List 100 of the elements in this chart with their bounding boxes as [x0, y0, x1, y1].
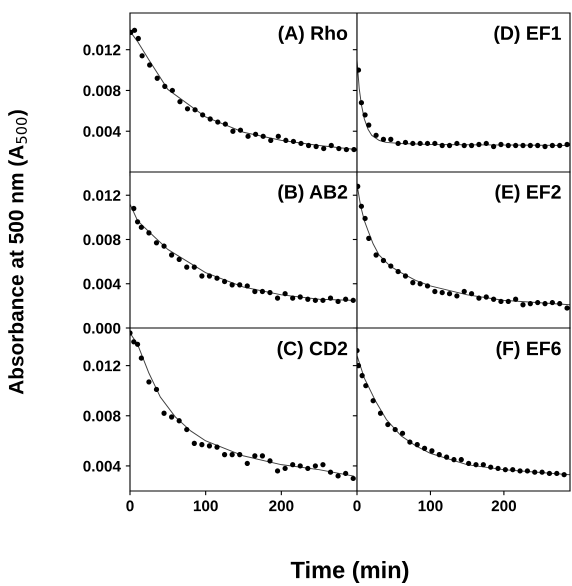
point — [564, 142, 570, 148]
point — [230, 282, 235, 288]
point — [336, 146, 342, 152]
point — [245, 134, 251, 139]
point — [462, 288, 467, 294]
point — [161, 410, 167, 416]
point — [422, 446, 428, 451]
point — [454, 140, 460, 146]
point — [454, 293, 460, 299]
point — [418, 281, 423, 286]
y-tick-label: 0.008 — [83, 410, 121, 422]
point — [200, 112, 206, 118]
point — [328, 142, 334, 148]
x-tick-label: 200 — [492, 500, 516, 512]
point — [402, 273, 408, 279]
point — [402, 140, 408, 146]
point — [358, 100, 364, 106]
point — [550, 142, 555, 148]
point — [350, 298, 356, 303]
point — [131, 339, 136, 344]
point — [444, 454, 450, 460]
point — [476, 142, 482, 148]
point — [350, 476, 356, 482]
point — [418, 140, 423, 146]
point — [392, 426, 398, 432]
point — [410, 140, 416, 146]
point — [451, 457, 457, 462]
point — [252, 288, 258, 294]
point — [370, 398, 376, 404]
point — [328, 470, 334, 475]
point — [320, 298, 326, 303]
text: (D) EF1 — [494, 26, 561, 44]
point — [192, 107, 198, 112]
point — [274, 296, 280, 301]
point — [290, 138, 296, 144]
point — [298, 294, 303, 300]
point — [362, 216, 368, 222]
point — [244, 283, 250, 289]
point — [274, 468, 280, 474]
point — [146, 230, 152, 236]
point — [230, 452, 235, 458]
point — [260, 453, 266, 458]
point — [498, 142, 504, 148]
point — [424, 283, 430, 289]
point — [539, 470, 545, 475]
point — [215, 119, 220, 125]
point — [542, 301, 548, 306]
point — [506, 298, 511, 304]
point — [495, 466, 501, 472]
point — [388, 136, 394, 142]
point — [524, 468, 530, 474]
point — [562, 472, 567, 478]
point — [238, 128, 244, 133]
point — [484, 294, 489, 300]
point — [222, 452, 228, 458]
point — [357, 363, 362, 368]
point — [436, 452, 442, 458]
point — [170, 88, 175, 94]
point — [214, 276, 220, 281]
point — [154, 386, 160, 392]
point — [282, 291, 288, 296]
point — [400, 430, 406, 436]
point — [184, 426, 190, 432]
point — [267, 458, 273, 464]
point — [424, 140, 430, 146]
point — [360, 373, 365, 378]
point — [446, 142, 452, 148]
point — [146, 379, 152, 385]
y-tick-label: 0.012 — [83, 44, 120, 56]
point — [306, 142, 312, 148]
point — [305, 466, 310, 472]
text: (B) AB2 — [278, 184, 348, 203]
x-tick-label: 200 — [269, 500, 294, 512]
point — [517, 468, 523, 474]
point — [557, 301, 562, 306]
point — [380, 258, 386, 264]
point — [388, 263, 394, 269]
point — [176, 418, 182, 424]
point — [532, 470, 538, 475]
point — [458, 457, 464, 462]
point — [473, 462, 479, 468]
point — [132, 28, 138, 33]
point — [305, 296, 310, 302]
point — [344, 146, 350, 152]
point — [192, 264, 197, 270]
point — [535, 142, 540, 148]
point — [528, 301, 533, 306]
text: (A) Rho — [278, 26, 348, 44]
point — [440, 290, 445, 296]
y-tick-label: 0.004 — [83, 278, 121, 290]
point — [252, 453, 258, 458]
point — [312, 298, 318, 303]
point — [199, 442, 204, 448]
point — [488, 464, 494, 470]
point — [440, 142, 445, 148]
point — [222, 278, 228, 284]
point — [206, 273, 212, 279]
point — [138, 224, 144, 230]
point — [260, 134, 266, 139]
point — [462, 142, 467, 148]
